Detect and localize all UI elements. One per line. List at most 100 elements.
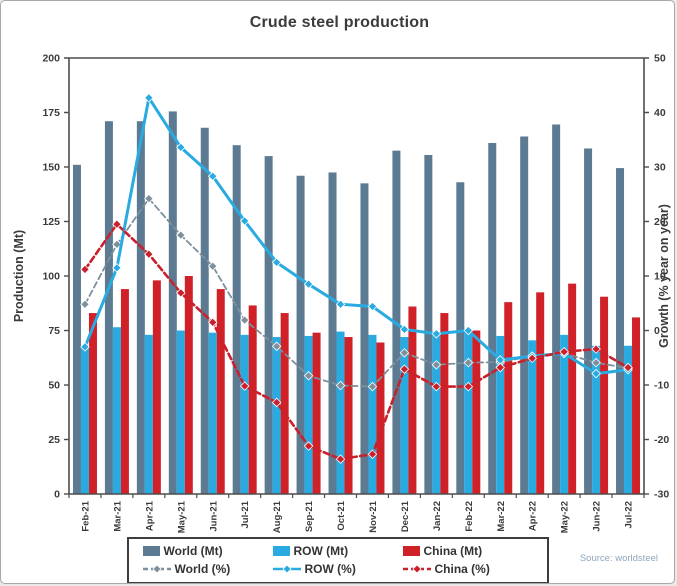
line-row--marker <box>207 171 218 182</box>
bar-china-mt- <box>120 289 129 494</box>
line-world--marker <box>144 193 154 204</box>
bar-world-mt- <box>296 175 305 494</box>
source-note: Source: worldsteel <box>579 553 658 564</box>
bar-world-mt- <box>456 182 465 494</box>
line-china--marker <box>271 397 282 408</box>
bar-china-mt- <box>600 296 609 494</box>
x-tick-label: Dec-21 <box>400 500 411 532</box>
bar-china-mt- <box>88 313 97 494</box>
bar-row-mt- <box>272 337 281 494</box>
line-china--marker <box>431 381 442 392</box>
bar-china-mt- <box>152 280 161 494</box>
x-tick-label: Jan-22 <box>432 501 443 531</box>
bar-row-mt- <box>336 331 345 494</box>
line-row--marker <box>335 299 346 310</box>
bar-world-mt- <box>200 127 209 494</box>
legend-swatch-line <box>142 564 171 574</box>
x-tick-label: May-22 <box>560 501 571 533</box>
legend-item-china-: China (%) <box>402 562 533 576</box>
bar-world-mt- <box>136 121 145 494</box>
legend-label: China (Mt) <box>423 544 483 558</box>
legend-label: World (%) <box>174 562 231 576</box>
y-tick-label-right: 40 <box>654 107 666 119</box>
x-tick-label: Feb-22 <box>464 501 475 532</box>
line-china--marker <box>399 364 410 374</box>
bar-china-mt- <box>248 305 257 494</box>
legend-swatch-bar <box>272 546 290 556</box>
line-row--marker <box>239 216 250 226</box>
line-world--marker <box>399 348 410 358</box>
line-row--marker <box>80 342 90 352</box>
legend-swatch-bar <box>142 546 160 556</box>
line-world--marker <box>591 357 601 368</box>
line-china- <box>83 222 630 461</box>
bar-world-mt- <box>424 155 433 494</box>
chart-legend: World (Mt) ROW (Mt) China (Mt) World (%) ROW… <box>126 537 549 583</box>
line-row--marker <box>271 257 282 268</box>
bar-row-mt- <box>176 330 185 494</box>
line-row- <box>83 96 630 376</box>
bar-row-mt- <box>112 327 121 494</box>
line-world--marker <box>239 315 250 325</box>
legend-item-china-mt-: China (Mt) <box>402 544 533 558</box>
bar-row-mt- <box>400 337 409 494</box>
line-world--marker <box>335 380 346 391</box>
bar-china-mt- <box>344 337 353 494</box>
line-row--marker <box>367 301 378 312</box>
legend-swatch-bar <box>402 546 420 556</box>
left-axis-title: Production (Mt) <box>12 230 26 322</box>
bar-china-mt- <box>504 302 513 494</box>
y-tick-label-left: 125 <box>42 216 60 228</box>
line-china--marker <box>144 249 154 259</box>
x-tick-label: Apr-22 <box>528 501 539 531</box>
bar-world-mt- <box>360 183 369 494</box>
line-world--marker <box>431 360 442 370</box>
bar-row-mt- <box>464 331 473 494</box>
legend-item-row-mt-: ROW (Mt) <box>272 544 403 558</box>
bar-world-mt- <box>104 121 113 494</box>
bar-china-mt- <box>376 342 385 494</box>
chart-title: Crude steel production <box>249 14 430 31</box>
chart-canvas: 0 25 50 75 100 125 150 175 200 -30 -20 -10 0 10 20 30 40… <box>12 53 671 534</box>
line-china--marker <box>112 219 122 229</box>
legend-swatch-line <box>402 564 431 574</box>
bar-row-mt- <box>144 334 153 494</box>
legend-item-world-: World (%) <box>142 562 273 576</box>
bar-china-mt- <box>632 317 641 494</box>
y-tick-label-left: 175 <box>42 107 60 119</box>
x-tick-label: Jul-22 <box>624 501 635 528</box>
bar-china-mt- <box>280 313 289 494</box>
bar-china-mt- <box>440 313 449 494</box>
line-world--marker <box>176 230 186 240</box>
bar-world-mt- <box>168 111 177 494</box>
bar-row-mt- <box>368 334 377 494</box>
x-tick-label: Oct-21 <box>336 500 347 530</box>
bar-china-mt- <box>472 330 481 494</box>
bar-world-mt- <box>616 168 625 494</box>
bar-row-mt- <box>528 340 537 494</box>
line-china--marker <box>527 353 537 364</box>
line-china--marker <box>176 288 186 298</box>
bar-china-mt- <box>408 306 417 494</box>
line-world--marker <box>463 357 474 368</box>
bar-china-mt- <box>216 289 225 494</box>
bar-china-mt- <box>536 292 545 494</box>
line-china--marker <box>495 362 506 373</box>
line-world--marker <box>367 381 378 392</box>
bar-row-mt- <box>624 345 633 494</box>
y-tick-label-right: 10 <box>654 271 666 283</box>
line-row--marker <box>399 324 410 335</box>
x-tick-label: Jun-21 <box>208 500 219 531</box>
line-china--marker <box>559 346 569 357</box>
x-tick-label: Jun-22 <box>592 501 603 532</box>
y-tick-label-left: 0 <box>54 489 60 501</box>
x-tick-label: Feb-21 <box>80 500 91 531</box>
line-china--marker <box>303 441 314 451</box>
bar-world-mt- <box>328 172 337 494</box>
y-tick-label-left: 50 <box>48 380 60 392</box>
line-world--marker <box>80 299 90 310</box>
line-china--marker <box>239 381 250 391</box>
y-tick-label-left: 200 <box>42 53 60 65</box>
y-tick-label-right: -30 <box>654 489 669 501</box>
bar-china-mt- <box>568 283 577 494</box>
